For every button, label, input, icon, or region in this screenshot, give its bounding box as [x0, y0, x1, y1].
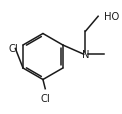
Text: N: N: [82, 50, 89, 60]
Text: Cl: Cl: [8, 44, 18, 54]
Text: Cl: Cl: [40, 93, 50, 103]
Text: HO: HO: [104, 12, 119, 22]
